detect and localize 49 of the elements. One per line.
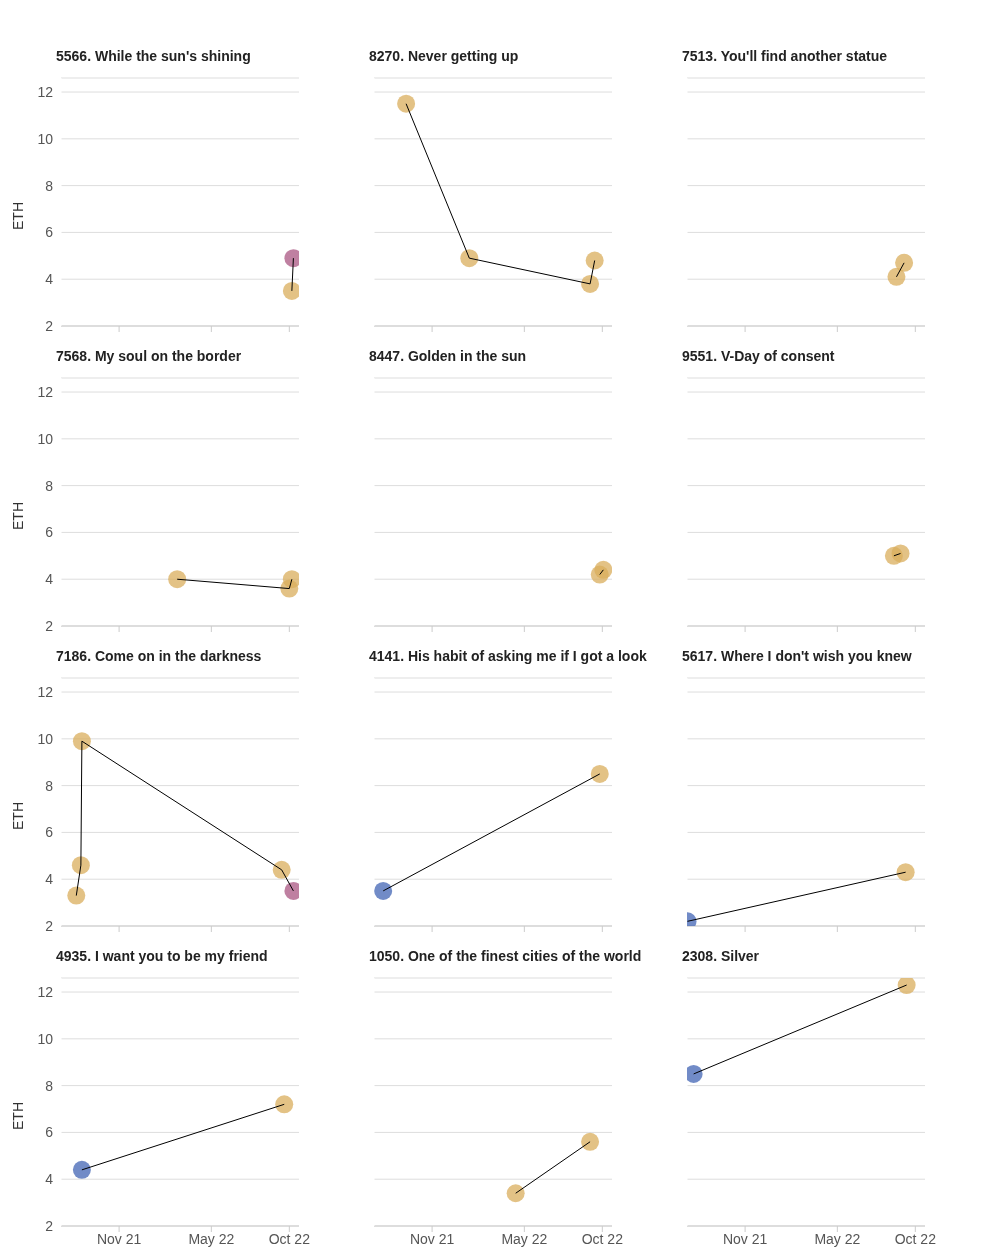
x-tick-label: May 22 bbox=[501, 1230, 548, 1247]
y-tick-label: 8 bbox=[45, 477, 54, 494]
y-tick-label: 12 bbox=[37, 84, 54, 101]
y-tick-label: 4 bbox=[45, 271, 54, 288]
chart-title: 5617. Where I don't wish you knew bbox=[682, 648, 912, 664]
chart-title: 8447. Golden in the sun bbox=[368, 348, 528, 366]
y-tick-label: 4 bbox=[45, 871, 54, 888]
x-tick-label: Nov 21 bbox=[409, 1230, 455, 1247]
chart-title: 7568. My soul on the border bbox=[55, 348, 243, 366]
chart-title: 4141. His habit of asking me if I got a look bbox=[368, 648, 647, 666]
y-tick-label: 6 bbox=[45, 224, 54, 241]
y-axis-title: ETH bbox=[9, 502, 26, 530]
x-tick-label: Oct 22 bbox=[268, 1230, 311, 1247]
y-axis-title: ETH bbox=[9, 802, 26, 830]
x-tick-label: Oct 22 bbox=[581, 1230, 624, 1247]
x-tick-label: Oct 22 bbox=[894, 1230, 937, 1247]
chart-title: 4935. I want you to be my friend bbox=[55, 948, 269, 966]
y-tick-label: 8 bbox=[45, 1077, 54, 1094]
y-tick-label: 10 bbox=[37, 730, 54, 747]
y-tick-label: 2 bbox=[45, 317, 54, 334]
y-tick-label: 10 bbox=[37, 1030, 54, 1047]
chart-title: 7513. You'll find another statue bbox=[681, 48, 889, 66]
y-axis-title: ETH bbox=[9, 202, 26, 230]
chart-title: 5566. While the sun's shining bbox=[55, 48, 252, 66]
x-tick-label: Nov 21 bbox=[96, 1230, 142, 1247]
chart-title: 7186. Come on in the darkness bbox=[55, 648, 263, 666]
y-tick-label: 4 bbox=[45, 1171, 54, 1188]
y-tick-label: 6 bbox=[45, 524, 54, 541]
y-tick-label: 10 bbox=[37, 430, 54, 447]
x-tick-label: May 22 bbox=[188, 1230, 235, 1247]
x-tick-label: May 22 bbox=[814, 1230, 861, 1247]
y-tick-label: 12 bbox=[37, 384, 54, 401]
y-tick-label: 2 bbox=[45, 917, 54, 934]
y-tick-label: 12 bbox=[37, 684, 54, 701]
chart-title: 9551. V-Day of consent bbox=[681, 348, 836, 366]
y-tick-label: 6 bbox=[45, 824, 54, 841]
y-tick-label: 8 bbox=[45, 777, 54, 794]
y-tick-label: 4 bbox=[45, 571, 54, 588]
y-tick-label: 6 bbox=[45, 1124, 54, 1141]
chart-title: 1050. One of the finest cities of the world bbox=[368, 948, 642, 966]
x-tick-label: Nov 21 bbox=[722, 1230, 768, 1247]
y-axis-title: ETH bbox=[9, 1102, 26, 1130]
chart-title: 8270. Never getting up bbox=[368, 48, 520, 66]
y-tick-label: 8 bbox=[45, 177, 54, 194]
y-tick-label: 2 bbox=[45, 1217, 54, 1234]
y-tick-label: 12 bbox=[37, 984, 54, 1001]
chart-title: 2308. Silver bbox=[682, 948, 760, 964]
y-tick-label: 2 bbox=[45, 617, 54, 634]
y-tick-label: 10 bbox=[37, 130, 54, 147]
